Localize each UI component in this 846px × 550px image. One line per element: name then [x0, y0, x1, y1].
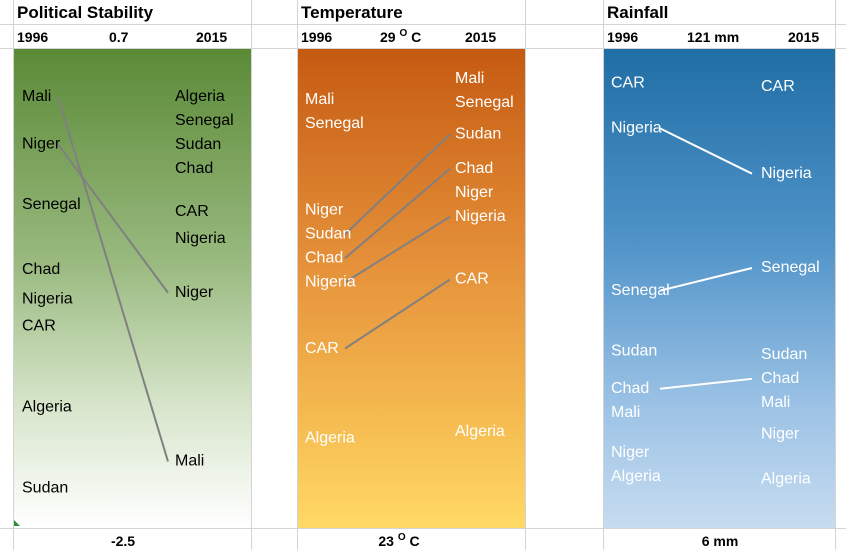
- slope-line-niger: [57, 143, 169, 294]
- country-label-right: Sudan: [455, 125, 501, 142]
- country-label-left: Sudan: [305, 225, 351, 242]
- country-label-left: Algeria: [611, 468, 661, 485]
- country-label-left: Senegal: [611, 282, 670, 299]
- country-label-left: Sudan: [611, 342, 657, 359]
- year-left-label: 1996: [301, 29, 333, 45]
- country-label-left: Chad: [611, 380, 649, 397]
- year-left-label: 1996: [17, 29, 49, 45]
- country-label-left: Algeria: [305, 430, 355, 447]
- country-label-right: Niger: [761, 425, 800, 442]
- gridline: [835, 0, 836, 550]
- country-label-right: Nigeria: [455, 208, 506, 225]
- country-label-right: CAR: [761, 78, 795, 95]
- country-label-right: Mali: [455, 70, 484, 87]
- country-label-right: Nigeria: [761, 165, 812, 182]
- country-label-left: Niger: [22, 135, 61, 152]
- country-label-right: Senegal: [175, 112, 234, 129]
- country-label-right: CAR: [455, 271, 489, 288]
- panel-title: Rainfall: [607, 3, 669, 22]
- rainfall-panel: [603, 48, 835, 528]
- slope-line-chad: [344, 167, 451, 260]
- year-right-label: 2015: [465, 29, 497, 45]
- country-label-right: Algeria: [761, 471, 811, 488]
- country-label-left: Niger: [611, 444, 650, 461]
- year-left-label: 1996: [607, 29, 639, 45]
- country-label-right: Chad: [175, 160, 213, 177]
- gridline: [603, 0, 604, 550]
- slope-line-mali: [57, 96, 169, 462]
- gridline: [0, 24, 846, 25]
- country-label-left: Mali: [305, 91, 334, 108]
- slope-line-chad: [659, 377, 753, 390]
- country-label-right: Niger: [175, 284, 214, 301]
- slope-line-senegal: [659, 267, 753, 292]
- axis-min-label: -2.5: [110, 533, 136, 549]
- country-label-left: Chad: [22, 261, 60, 278]
- axis-min-label: 6 mm: [701, 533, 739, 549]
- country-label-left: CAR: [22, 318, 56, 335]
- gridline: [13, 0, 14, 550]
- country-label-right: Sudan: [175, 136, 221, 153]
- cell-marker: [14, 520, 20, 526]
- axis-min-label: 23 O C: [378, 532, 420, 549]
- country-label-right: Nigeria: [175, 230, 226, 247]
- gridline: [297, 0, 298, 550]
- country-label-left: Sudan: [22, 480, 68, 497]
- country-label-left: Senegal: [22, 196, 81, 213]
- political-stability-panel: [13, 48, 251, 528]
- country-label-right: Algeria: [455, 423, 505, 440]
- country-label-left: Chad: [305, 249, 343, 266]
- country-label-left: Nigeria: [305, 273, 356, 290]
- year-right-label: 2015: [196, 29, 228, 45]
- country-label-right: Senegal: [761, 259, 820, 276]
- temperature-panel: [297, 48, 525, 528]
- slope-line-nigeria: [344, 215, 451, 284]
- axis-max-label: 0.7: [109, 29, 129, 45]
- country-label-right: Chad: [761, 370, 799, 387]
- panel-title: Temperature: [301, 3, 403, 22]
- slope-line-nigeria: [659, 127, 753, 175]
- country-label-right: CAR: [175, 203, 209, 220]
- country-label-right: Mali: [175, 453, 204, 470]
- country-label-left: Niger: [305, 201, 344, 218]
- year-right-label: 2015: [788, 29, 820, 45]
- gridline: [525, 0, 526, 550]
- country-label-left: Nigeria: [22, 291, 73, 308]
- country-label-left: Nigeria: [611, 120, 662, 137]
- gridline: [0, 528, 846, 529]
- slope-line-car: [344, 278, 451, 350]
- country-label-right: Algeria: [175, 88, 225, 105]
- axis-max-label: 29 O C: [380, 28, 422, 45]
- axis-max-label: 121 mm: [687, 29, 740, 45]
- country-label-right: Mali: [761, 394, 790, 411]
- country-label-left: Mali: [22, 88, 51, 105]
- country-label-right: Niger: [455, 184, 494, 201]
- country-label-right: Senegal: [455, 94, 514, 111]
- gridline: [251, 0, 252, 550]
- country-label-left: CAR: [611, 74, 645, 91]
- country-label-right: Sudan: [761, 346, 807, 363]
- slope-line-sudan: [344, 133, 451, 235]
- country-label-left: CAR: [305, 340, 339, 357]
- country-label-left: Mali: [611, 404, 640, 421]
- country-label-left: Algeria: [22, 399, 72, 416]
- gridline: [0, 48, 846, 49]
- country-label-right: Chad: [455, 160, 493, 177]
- country-label-left: Senegal: [305, 115, 364, 132]
- panel-title: Political Stability: [17, 3, 154, 22]
